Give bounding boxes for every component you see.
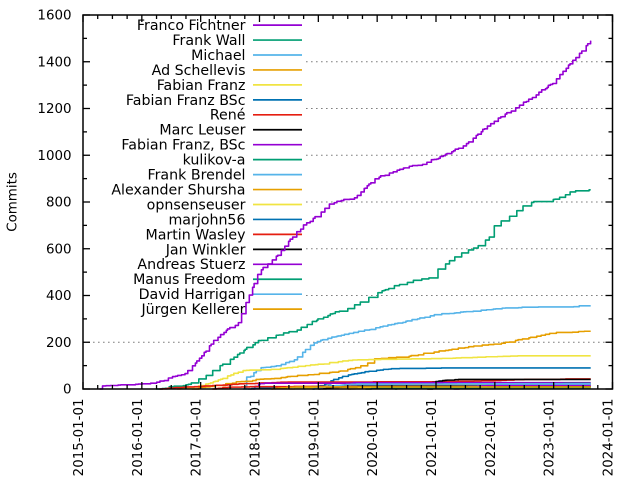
- y-tick-label: 0: [63, 383, 72, 398]
- x-tick-label: 2022-01-01: [484, 399, 499, 477]
- x-tick-label: 2018-01-01: [249, 399, 264, 477]
- series-line-ren-: [159, 378, 591, 390]
- legend-label: Marc Leuser: [159, 123, 245, 139]
- legend-item: Frank Wall: [172, 33, 302, 49]
- data-series: [99, 40, 592, 390]
- legend-label: Jan Winkler: [165, 242, 246, 258]
- legend-label: Alexander Shursha: [111, 182, 245, 198]
- legend-label: Fabian Franz: [157, 78, 246, 94]
- axis-labels: 0 200 400 600 800 1000 1200 1400 1600 2015-01-01 2…: [6, 9, 617, 477]
- legend-label: Martin Wasley: [145, 227, 245, 243]
- legend-item: Manus Freedom: [133, 272, 302, 288]
- legend-label: Franco Fichtner: [137, 18, 246, 34]
- legend-label: René: [210, 108, 246, 124]
- legend-item: Martin Wasley: [145, 227, 302, 243]
- legend-item: Andreas Stuerz: [137, 257, 302, 273]
- series-line-frank-wall: [156, 189, 591, 390]
- plot-frame: [82, 14, 614, 390]
- legend-item: opnsenseuser: [147, 197, 302, 213]
- legend-label: Manus Freedom: [133, 272, 245, 288]
- legend-label: Frank Brendel: [147, 168, 245, 184]
- legend-label: marjohn56: [168, 212, 245, 228]
- legend-item: Jan Winkler: [165, 242, 302, 258]
- series-line-franco-fichtner: [99, 40, 592, 390]
- series-line-fabian-franz: [177, 355, 591, 390]
- y-tick-label: 400: [46, 289, 72, 304]
- legend-item: Marc Leuser: [159, 123, 302, 139]
- x-tick-label: 2021-01-01: [425, 399, 440, 477]
- legend-item: Alexander Shursha: [111, 182, 302, 198]
- y-tick-label: 600: [46, 242, 72, 257]
- legend-item: Fabian Franz BSc: [126, 93, 302, 109]
- x-tick-label: 2020-01-01: [366, 399, 381, 477]
- y-tick-label: 1000: [37, 149, 71, 164]
- legend-item: David Harrigan: [139, 287, 302, 303]
- legend-item: Franco Fichtner: [137, 18, 302, 34]
- x-tick-label: 2016-01-01: [131, 399, 146, 477]
- legend-item: Jürgen Kellerer: [140, 302, 302, 318]
- legend-item: Fabian Franz, BSc: [121, 138, 302, 154]
- y-tick-label: 1600: [37, 9, 71, 24]
- legend-item: René: [210, 108, 302, 124]
- legend-label: opnsenseuser: [147, 197, 246, 213]
- legend-item: Frank Brendel: [147, 168, 302, 184]
- y-tick-label: 1200: [37, 102, 71, 117]
- legend-item: Michael: [191, 48, 302, 64]
- legend-item: Ad Schellevis: [152, 63, 302, 79]
- legend-label: Fabian Franz BSc: [126, 93, 246, 109]
- x-tick-label: 2024-01-01: [602, 399, 617, 477]
- legend-label: Frank Wall: [172, 33, 245, 49]
- legend-label: Ad Schellevis: [152, 63, 246, 79]
- series-line-ad-schellevis: [191, 330, 591, 390]
- legend-item: marjohn56: [168, 212, 302, 228]
- y-tick-label: 1400: [37, 55, 71, 70]
- y-axis-title: Commits: [6, 172, 21, 232]
- legend-item: Fabian Franz: [157, 78, 302, 94]
- legend-label: kulikov-a: [183, 153, 246, 169]
- legend-item: kulikov-a: [183, 153, 302, 169]
- legend-label: Michael: [191, 48, 245, 64]
- x-tick-label: 2023-01-01: [543, 399, 558, 477]
- legend-label: David Harrigan: [139, 287, 246, 303]
- legend-label: Jürgen Kellerer: [140, 302, 245, 318]
- x-tick-label: 2015-01-01: [72, 399, 87, 477]
- y-tick-label: 200: [46, 336, 72, 351]
- x-tick-label: 2019-01-01: [307, 399, 322, 477]
- series-line-fabian-franz-bsc: [312, 367, 591, 390]
- x-tick-label: 2017-01-01: [190, 399, 205, 477]
- gridlines: [83, 61, 613, 343]
- y-tick-label: 800: [46, 196, 72, 211]
- legend-label: Andreas Stuerz: [137, 257, 245, 273]
- legend-label: Fabian Franz, BSc: [121, 138, 245, 154]
- series-line-michael: [243, 304, 591, 390]
